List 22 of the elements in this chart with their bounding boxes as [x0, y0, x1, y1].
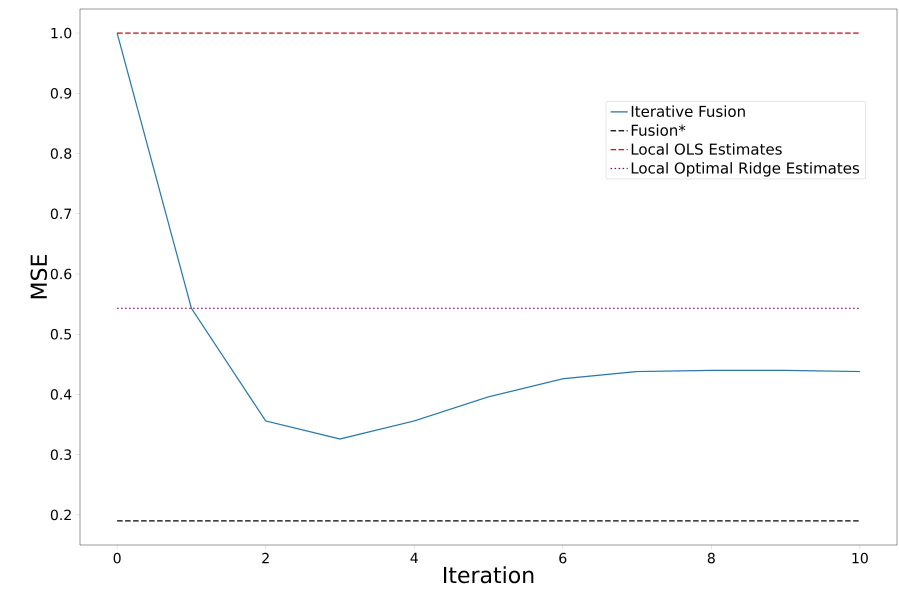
y-tick-label: 1.0 [51, 28, 72, 38]
x-tick-label: 2 [262, 552, 269, 564]
x-tick-label: 4 [410, 552, 418, 564]
legend-label: Fusion* [632, 124, 686, 136]
x-axis-title: Iteration [444, 566, 534, 584]
y-tick-label: 0.5 [50, 328, 71, 340]
y-tick-label: 0.6 [50, 268, 72, 280]
x-tick-label: 0 [114, 552, 121, 564]
line-series [116, 32, 860, 440]
legend-label: Iterative Fusion [632, 105, 745, 118]
y-tick-label: 0.4 [50, 389, 72, 400]
x-tick-label: 8 [708, 552, 715, 564]
y-tick-label: 0.3 [50, 449, 72, 460]
x-tick-label: 6 [559, 552, 566, 564]
x-tick-label: 10 [852, 552, 868, 564]
y-tick-label: 0.2 [50, 510, 71, 520]
legend-label: Local Optimal Ridge Estimates [632, 162, 860, 177]
y-tick-label: 0.8 [50, 148, 72, 159]
y-tick-label: 0.9 [50, 88, 72, 99]
y-tick-label: 0.7 [50, 208, 72, 220]
y-axis-title: MSE [30, 254, 48, 298]
legend-label: Local OLS Estimates [632, 143, 782, 155]
